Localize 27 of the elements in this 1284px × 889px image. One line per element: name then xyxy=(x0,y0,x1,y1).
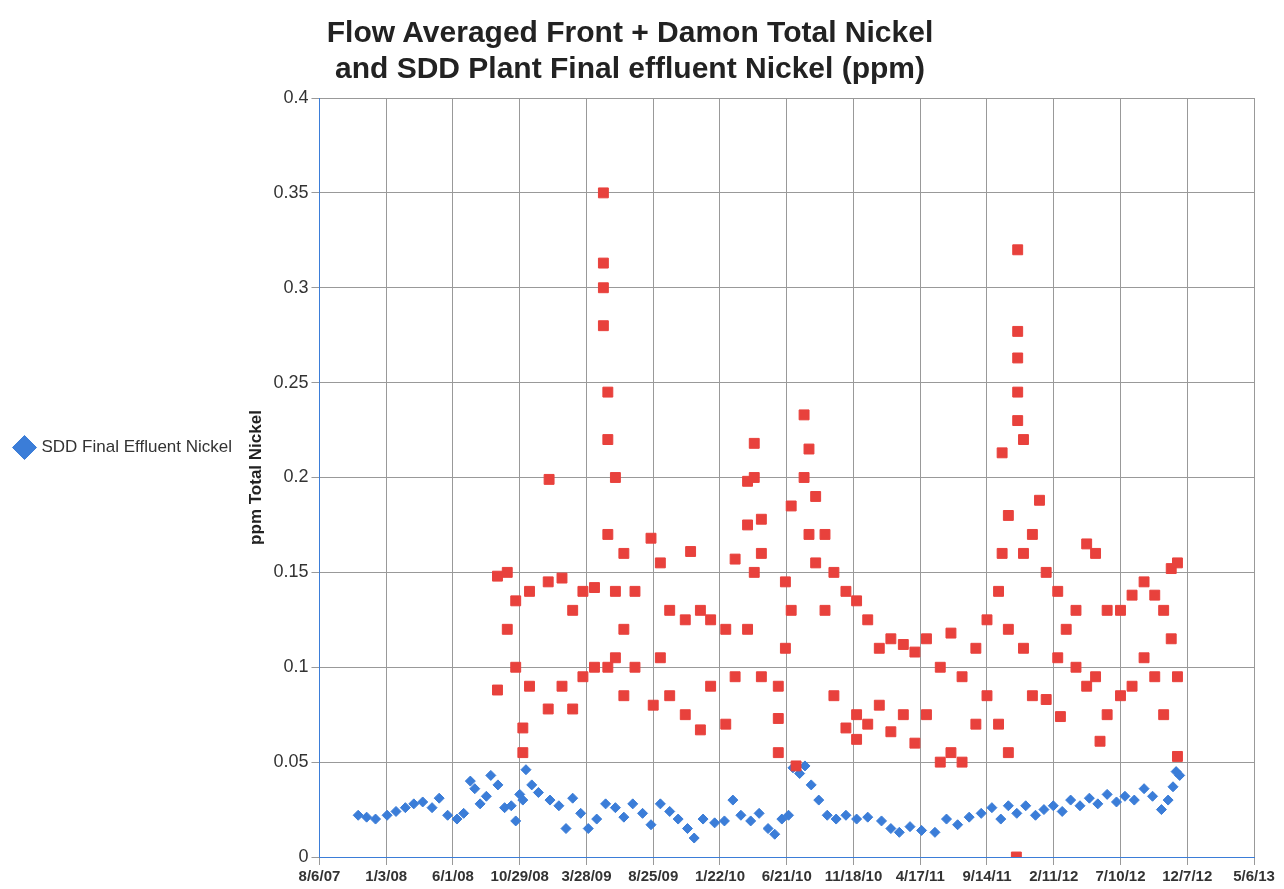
x-tick-label: 9/14/11 xyxy=(962,867,1012,885)
x-tick-label: 1/3/08 xyxy=(365,867,408,885)
y-tick-label: 0.15 xyxy=(273,561,309,582)
y-tick-label: 0.05 xyxy=(273,751,309,772)
x-tick-label: 6/1/08 xyxy=(432,867,474,885)
x-tick-label: 3/28/09 xyxy=(561,867,612,885)
x-tick-label: 6/21/10 xyxy=(761,867,812,885)
x-tick-label: 1/22/10 xyxy=(694,867,746,885)
x-tick-label: 7/10/12 xyxy=(1095,867,1146,885)
y-tick-label: 0.1 xyxy=(283,656,309,677)
x-tick-label: 8/6/07 xyxy=(298,867,341,885)
x-tick-label: 10/29/08 xyxy=(490,867,549,885)
chart-title: Flow Averaged Front + Damon Total Nickel and SDD Plant Final effluent Nickel (ppm) xyxy=(326,15,934,85)
x-tick-label: 2/11/12 xyxy=(1029,867,1079,885)
legend-label: SDD Final Effluent Nickel xyxy=(41,437,233,457)
y-tick-label: 0 xyxy=(298,845,309,866)
y-tick-label: 0.35 xyxy=(273,181,309,202)
x-tick-label: 4/17/11 xyxy=(895,867,945,885)
y-tick-label: 0.4 xyxy=(283,86,309,107)
y-tick-label: 0.2 xyxy=(283,466,309,487)
x-tick-label: 5/6/13 xyxy=(1233,867,1275,885)
y-tick-label: 0.3 xyxy=(283,276,309,297)
x-tick-label: 11/18/10 xyxy=(824,867,883,885)
x-tick-label: 12/7/12 xyxy=(1162,867,1213,885)
x-tick-label: 8/25/09 xyxy=(628,867,679,885)
y-tick-label: 0.25 xyxy=(273,371,309,392)
y-axis-title: ppm Total Nickel xyxy=(245,410,265,545)
